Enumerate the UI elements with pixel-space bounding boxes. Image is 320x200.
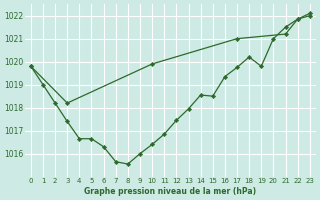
X-axis label: Graphe pression niveau de la mer (hPa): Graphe pression niveau de la mer (hPa) — [84, 187, 256, 196]
